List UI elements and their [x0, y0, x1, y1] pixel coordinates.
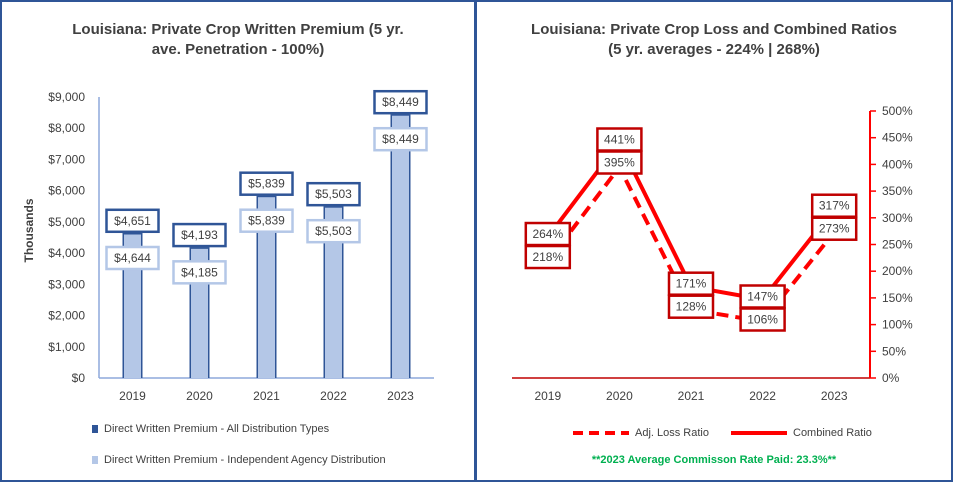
- data-label-independent-agency: $5,839: [248, 214, 285, 228]
- data-label-independent-agency: $4,644: [114, 251, 151, 265]
- data-label-box-independent-agency: [373, 126, 428, 152]
- bar-x-tick-label: 2023: [387, 389, 414, 403]
- data-label-box-independent-agency: [306, 218, 361, 244]
- line-y-tick-label: 50%: [882, 344, 906, 358]
- bar-independent-agency: [325, 207, 342, 378]
- data-label-combined-ratio: 441%: [604, 133, 635, 147]
- legend-swatch-all-distribution: [92, 425, 98, 434]
- commission-rate-note: **2023 Average Commisson Rate Paid: 23.3…: [591, 454, 837, 466]
- data-label-box-all-distribution: [105, 208, 160, 234]
- line-x-tick-label: 2021: [678, 389, 705, 403]
- bar-y-tick-label: $1,000: [48, 340, 85, 354]
- data-label-adj-loss-ratio: 128%: [676, 300, 707, 314]
- data-label-box-adj-loss-ratio: [810, 216, 858, 241]
- line-y-tick-label: 0%: [882, 371, 900, 385]
- bar-x-tick-label: 2019: [119, 389, 146, 403]
- bar-x-tick-label: 2022: [320, 389, 347, 403]
- legend-label-combined-ratio: Combined Ratio: [793, 427, 872, 439]
- legend-combined-ratio: Combined Ratio: [731, 427, 872, 439]
- data-label-box-all-distribution: [172, 222, 227, 248]
- data-label-combined-ratio: 171%: [676, 277, 707, 291]
- bar-y-tick-label: $9,000: [48, 90, 85, 104]
- ratio-chart-title: Louisiana: Private Crop Loss and Combine…: [477, 20, 951, 60]
- data-label-box-adj-loss-ratio: [524, 244, 572, 270]
- data-label-box-all-distribution: [373, 89, 428, 115]
- premium-chart-title-line-2: ave. Penetration - 100%): [151, 41, 325, 58]
- ratio-chart-title-line-2: (5 yr. averages - 224% | 268%): [608, 41, 820, 58]
- data-label-box-adj-loss-ratio: [667, 294, 715, 319]
- line-x-tick-label: 2023: [821, 389, 848, 403]
- premium-chart-title-line-1: Louisiana: Private Crop Written Premium …: [72, 21, 404, 38]
- bar-y-axis-title: Thousands: [22, 198, 36, 262]
- series-line-adj-loss-ratio: [546, 165, 836, 324]
- bar-y-tick-label: $7,000: [48, 152, 85, 166]
- legend-swatch-combined-ratio: [731, 431, 787, 436]
- data-label-combined-ratio: 317%: [819, 199, 850, 213]
- data-label-all-distribution: $5,503: [315, 187, 352, 201]
- data-label-independent-agency: $4,185: [181, 265, 218, 279]
- bar-independent-agency: [124, 234, 141, 378]
- line-y-tick-label: 250%: [882, 238, 913, 252]
- data-label-box-all-distribution: [239, 171, 294, 196]
- data-label-independent-agency: $5,503: [315, 224, 352, 238]
- line-y-tick-label: 100%: [882, 318, 913, 332]
- line-y-tick-label: 400%: [882, 157, 913, 171]
- line-y-tick-label: 350%: [882, 184, 913, 198]
- data-label-box-adj-loss-ratio: [596, 150, 643, 175]
- ratio-line-chart: 0% 50% 100% 150% 200% 250% 300% 350% 400% 450% 500…: [512, 104, 913, 403]
- line-x-tick-label: 2020: [606, 389, 633, 403]
- bar-independent-agency: [392, 115, 409, 379]
- bar-y-tick-label: $6,000: [48, 184, 85, 198]
- data-label-adj-loss-ratio: 273%: [819, 222, 850, 236]
- bar-x-tick-label: 2020: [186, 389, 213, 403]
- line-y-tick-label: 200%: [882, 264, 913, 278]
- premium-bar-chart: $0 $1,000 $2,000 $3,000 $4,000 $5,000 $6,000 $7…: [22, 89, 434, 403]
- legend-label-independent-agency: Direct Written Premium - Independent Age…: [104, 454, 386, 466]
- data-label-all-distribution: $8,449: [382, 95, 419, 109]
- line-x-tick-label: 2019: [534, 389, 561, 403]
- data-label-box-adj-loss-ratio: [739, 307, 786, 332]
- data-label-box-independent-agency: [172, 260, 227, 285]
- ratio-chart-title-line-1: Louisiana: Private Crop Loss and Combine…: [531, 21, 897, 38]
- legend-adj-loss-ratio: Adj. Loss Ratio: [573, 427, 709, 439]
- bar-y-tick-label: $8,000: [48, 121, 85, 135]
- data-label-box-independent-agency: [105, 245, 160, 271]
- data-label-independent-agency: $8,449: [382, 132, 419, 146]
- legend-all-distribution: Direct Written Premium - All Distributio…: [92, 423, 329, 435]
- bar-x-tick-label: 2021: [253, 389, 280, 403]
- data-label-combined-ratio: 264%: [532, 227, 563, 241]
- line-y-tick-label: 150%: [882, 291, 913, 305]
- premium-chart-title: Louisiana: Private Crop Written Premium …: [2, 20, 474, 60]
- data-label-combined-ratio: 147%: [747, 290, 778, 304]
- data-label-all-distribution: $4,193: [181, 228, 218, 242]
- line-y-tick-label: 500%: [882, 104, 913, 118]
- data-label-adj-loss-ratio: 395%: [604, 156, 635, 170]
- data-label-all-distribution: $4,651: [114, 214, 151, 228]
- data-label-all-distribution: $5,839: [248, 177, 285, 191]
- bar-y-tick-label: $5,000: [48, 215, 85, 229]
- data-label-adj-loss-ratio: 218%: [532, 250, 563, 264]
- legend-swatch-adj-loss-ratio: [573, 431, 629, 436]
- line-y-tick-label: 450%: [882, 131, 913, 145]
- bar-y-tick-label: $2,000: [48, 309, 85, 323]
- legend-independent-agency: Direct Written Premium - Independent Age…: [92, 454, 386, 466]
- line-x-tick-label: 2022: [749, 389, 776, 403]
- data-label-adj-loss-ratio: 106%: [747, 313, 778, 327]
- ratio-chart-panel: Louisiana: Private Crop Loss and Combine…: [475, 0, 953, 482]
- legend-label-adj-loss-ratio: Adj. Loss Ratio: [635, 427, 709, 439]
- bar-y-tick-label: $0: [72, 371, 86, 385]
- data-label-box-independent-agency: [239, 208, 294, 233]
- legend-label-all-distribution: Direct Written Premium - All Distributio…: [104, 423, 330, 435]
- data-label-box-all-distribution: [306, 181, 361, 207]
- premium-chart-panel: Louisiana: Private Crop Written Premium …: [0, 0, 476, 482]
- bar-independent-agency: [258, 197, 275, 378]
- bar-y-tick-label: $3,000: [48, 277, 85, 291]
- bar-y-tick-label: $4,000: [48, 246, 85, 260]
- legend-swatch-independent-agency: [92, 456, 98, 465]
- line-y-tick-label: 300%: [882, 211, 913, 225]
